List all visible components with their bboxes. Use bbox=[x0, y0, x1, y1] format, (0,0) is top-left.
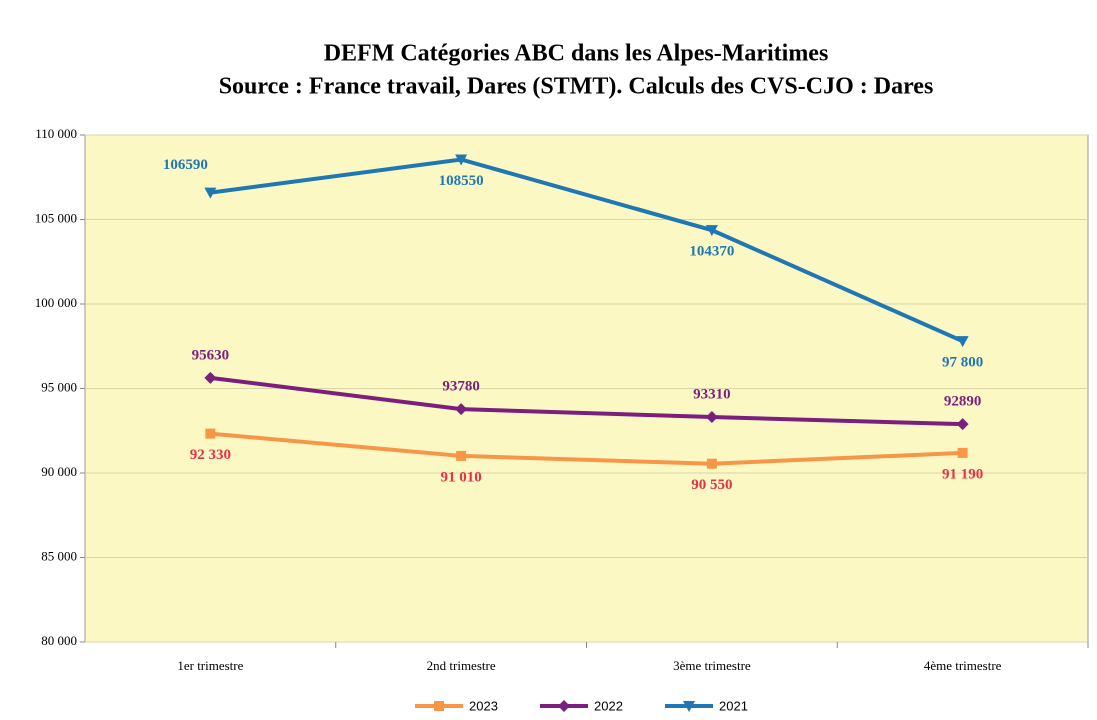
data-label: 106590 bbox=[163, 157, 208, 173]
data-label: 97 800 bbox=[942, 355, 983, 371]
y-tick-label: 95 000 bbox=[41, 379, 77, 394]
data-label: 95630 bbox=[192, 347, 230, 363]
marker bbox=[455, 154, 468, 166]
data-label: 108550 bbox=[439, 173, 484, 189]
data-label: 91 190 bbox=[942, 466, 983, 482]
legend-label: 2021 bbox=[719, 698, 748, 713]
data-label: 91 010 bbox=[441, 469, 482, 485]
legend-marker bbox=[683, 701, 695, 712]
data-label: 92 330 bbox=[190, 447, 231, 463]
y-tick-label: 100 000 bbox=[35, 295, 77, 310]
data-label: 90 550 bbox=[691, 477, 732, 493]
marker bbox=[956, 336, 969, 348]
x-tick-label: 4ème trimestre bbox=[924, 658, 1002, 673]
line bbox=[210, 157, 964, 344]
chart-subtitle: Source : France travail, Dares (STMT). C… bbox=[219, 74, 934, 100]
data-label: 104370 bbox=[689, 244, 734, 260]
marker bbox=[956, 418, 969, 431]
y-tick-label: 110 000 bbox=[35, 126, 77, 141]
line bbox=[210, 431, 963, 466]
marker bbox=[706, 458, 717, 469]
marker bbox=[705, 411, 718, 424]
y-tick-label: 80 000 bbox=[41, 633, 77, 648]
marker bbox=[204, 371, 217, 384]
marker bbox=[705, 225, 718, 237]
legend-label: 2022 bbox=[594, 698, 623, 713]
data-label: 93780 bbox=[442, 379, 480, 395]
legend-marker bbox=[558, 700, 570, 712]
chart-title: DEFM Catégories ABC dans les Alpes-Marit… bbox=[324, 41, 829, 67]
x-tick-label: 1er trimestre bbox=[177, 658, 243, 673]
data-label: 93310 bbox=[693, 386, 731, 402]
marker bbox=[957, 447, 968, 458]
y-tick-label: 90 000 bbox=[41, 464, 77, 479]
x-tick-label: 3ème trimestre bbox=[673, 658, 751, 673]
marker bbox=[456, 450, 467, 461]
marker bbox=[205, 428, 216, 439]
line bbox=[210, 375, 963, 427]
legend-marker bbox=[434, 701, 444, 711]
y-tick-label: 105 000 bbox=[35, 210, 77, 225]
legend-label: 2023 bbox=[469, 698, 498, 713]
marker bbox=[204, 187, 217, 199]
data-label: 92890 bbox=[944, 394, 982, 410]
x-tick-label: 2nd trimestre bbox=[427, 658, 496, 673]
y-tick-label: 85 000 bbox=[41, 548, 77, 563]
marker bbox=[455, 403, 468, 416]
